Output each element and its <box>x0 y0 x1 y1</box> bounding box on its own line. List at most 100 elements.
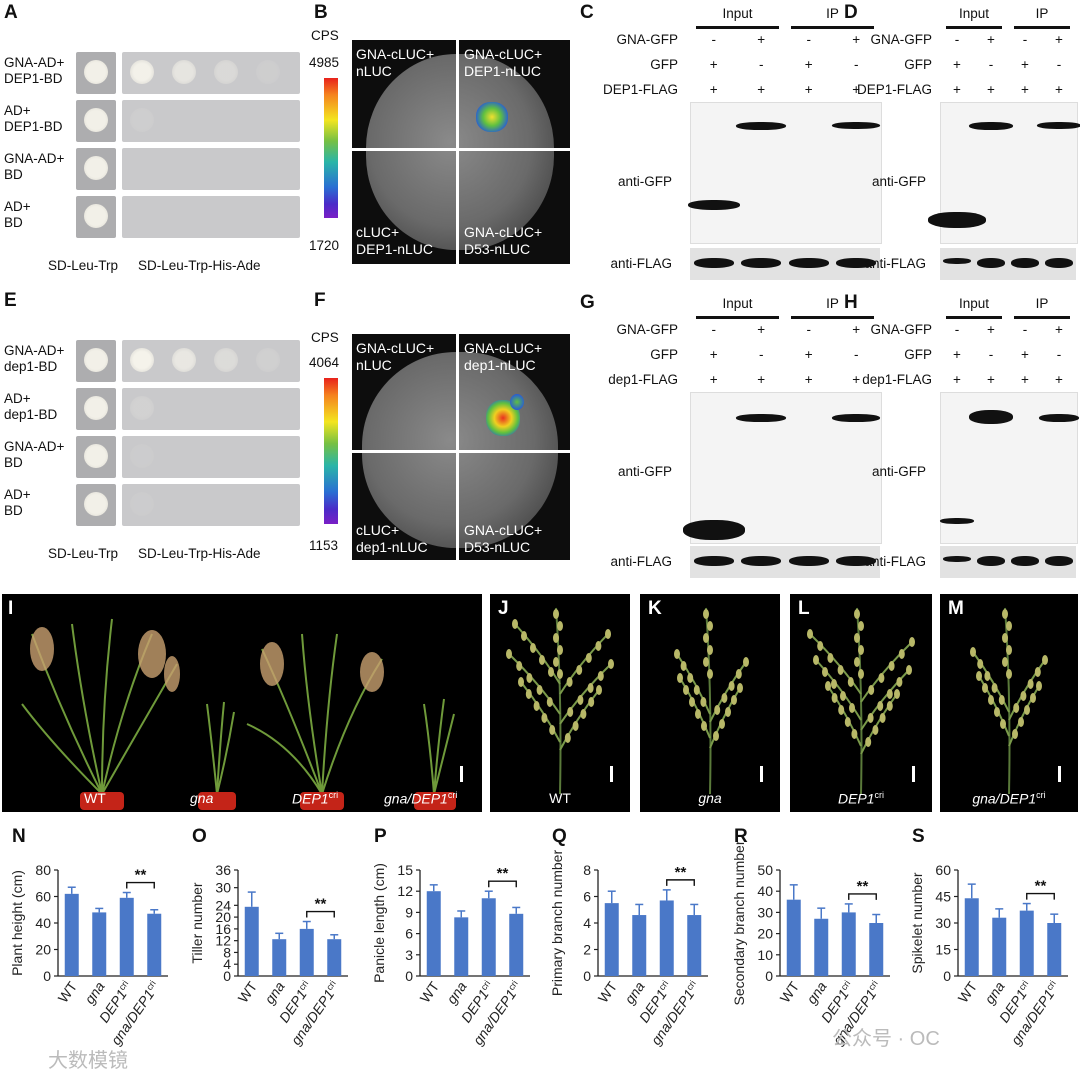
bar-2 <box>659 900 674 976</box>
quad-label-b-4: GNA-cLUC+ D53-nLUC <box>464 224 543 257</box>
significance-bracket <box>1026 892 1055 900</box>
underline-input <box>696 316 779 319</box>
watermark-left: 大数模镜 <box>48 1050 128 1072</box>
sign-1-1: - <box>988 57 994 72</box>
colony-dilution <box>130 348 154 372</box>
panel-label-H: H <box>844 292 858 313</box>
y-tick-label: 0 <box>43 968 51 984</box>
colony-dilution <box>214 60 238 84</box>
chart-o: O 0 4 8 12 16 20 24 30 36 Tiller number WT gna DEP1cr… <box>180 826 358 1064</box>
significance-label: ** <box>857 878 869 895</box>
y-axis-label: Panicle length (cm) <box>371 863 387 983</box>
panicle-drawing <box>970 607 1061 795</box>
panel-label-F: F <box>314 290 326 311</box>
header-input: Input <box>958 296 990 311</box>
row-label-1: GFP <box>650 347 678 362</box>
sign-1-2: + <box>1021 57 1029 72</box>
bar-2 <box>841 912 856 976</box>
y-axis-label: Plant height (cm) <box>9 870 25 976</box>
label-anti-flag: anti-FLAG <box>610 256 672 271</box>
x-tick-label-1: gna <box>261 978 288 1006</box>
construct-label-bottom-0: GNA-AD+ dep1-BD <box>4 343 65 374</box>
sign-2-2: + <box>1021 82 1029 97</box>
sign-0-0: - <box>711 322 717 337</box>
y-tick-label: 3 <box>405 947 413 963</box>
luciferase-image-b: GNA-cLUC+ nLUC GNA-cLUC+ DEP1-nLUC cLUC+ DE… <box>352 40 570 264</box>
band-gfp <box>832 122 881 129</box>
sign-0-0: - <box>954 322 960 337</box>
quad-divider-h <box>352 148 570 151</box>
chart-p: P 0 3 6 9 12 15 Panicle length (cm) WT gna DEP1cri… <box>362 826 540 1064</box>
chart-q: Q 0 2 4 6 8 Primary branch number WT gna DEP1cri g… <box>540 826 718 1064</box>
y-tick-label: 4 <box>583 915 591 931</box>
sign-2-0: + <box>953 372 961 387</box>
underline-ip <box>791 26 874 29</box>
construct-label-top-0: GNA-AD+ DEP1-BD <box>4 55 65 86</box>
y-tick-label: 20 <box>757 926 773 942</box>
bar-3 <box>327 939 342 976</box>
y-axis-label: Tiller number <box>189 882 205 964</box>
sign-2-3: + <box>852 82 861 97</box>
colony-dilution <box>256 348 280 372</box>
row-label-0: GNA-GFP <box>870 32 932 47</box>
underline-ip <box>1014 26 1070 29</box>
label-anti-flag: anti-FLAG <box>864 256 926 271</box>
panel-label-N: N <box>12 826 26 847</box>
panel-label-M: M <box>948 598 964 619</box>
panel-label-Q: Q <box>552 826 567 847</box>
bar-1 <box>814 918 829 976</box>
band-flag <box>1044 556 1074 566</box>
label-anti-gfp: anti-GFP <box>871 174 926 189</box>
sign-2-3: + <box>852 372 861 387</box>
luciferase-image-f: GNA-cLUC+ nLUC GNA-cLUC+ dep1-nLUC cLUC+ de… <box>352 334 570 560</box>
sign-1-1: - <box>988 347 994 362</box>
colony-dilution <box>214 348 238 372</box>
bar-2 <box>1019 910 1034 976</box>
y-tick-label: 40 <box>757 883 773 899</box>
band-gfp <box>1039 414 1079 422</box>
colony-dilution <box>130 492 154 516</box>
quad-label-b-1: GNA-cLUC+ nLUC <box>356 46 435 79</box>
band-flag <box>942 556 972 562</box>
y-axis-label: Primary branch number <box>549 850 565 997</box>
panel-label-K: K <box>648 598 662 619</box>
bar-0 <box>64 893 79 976</box>
y-tick-label: 0 <box>223 968 231 984</box>
bar-3 <box>509 913 524 976</box>
bar-2 <box>481 898 496 976</box>
significance-bracket <box>488 880 517 888</box>
sign-1-3: - <box>854 57 859 72</box>
y-axis-label: Secondary branch number <box>731 840 747 1005</box>
y-tick-label: 0 <box>583 968 591 984</box>
panel-label-I: I <box>8 598 14 619</box>
panicle-drawing <box>674 607 763 795</box>
y-tick-label: 16 <box>215 921 231 937</box>
row-label-2: dep1-FLAG <box>608 372 678 387</box>
colony-control <box>84 60 108 84</box>
sign-2-1: + <box>987 372 995 387</box>
x-tick-label-1: gna <box>981 978 1008 1006</box>
row-label-0: GNA-GFP <box>616 32 678 47</box>
label-anti-gfp: anti-GFP <box>617 464 672 479</box>
y-tick-label: 36 <box>215 862 231 878</box>
genotype-label-i-wt: WT <box>84 790 106 806</box>
band-gfp <box>940 518 974 524</box>
plant-drawing-i <box>21 618 463 810</box>
bar-1 <box>272 939 287 976</box>
y-tick-label: 15 <box>935 942 951 958</box>
colony-control <box>84 348 108 372</box>
panel-label-D: D <box>844 2 858 23</box>
band-flag <box>788 258 829 268</box>
significance-label: ** <box>135 867 147 884</box>
genotype-label: gna/DEP1cri <box>972 790 1046 807</box>
sign-0-2: - <box>1022 322 1028 337</box>
y-tick-label: 45 <box>935 889 951 905</box>
selection-plate-top-2 <box>122 148 300 190</box>
y-tick-label: 24 <box>215 897 231 913</box>
chart-r: R 0 10 20 30 40 50 Secondary branch number WT gna… <box>722 826 900 1064</box>
header-input: Input <box>958 6 990 21</box>
y-tick-label: 80 <box>35 862 51 878</box>
medium-label-top-2: SD-Leu-Trp-His-Ade <box>138 258 261 273</box>
